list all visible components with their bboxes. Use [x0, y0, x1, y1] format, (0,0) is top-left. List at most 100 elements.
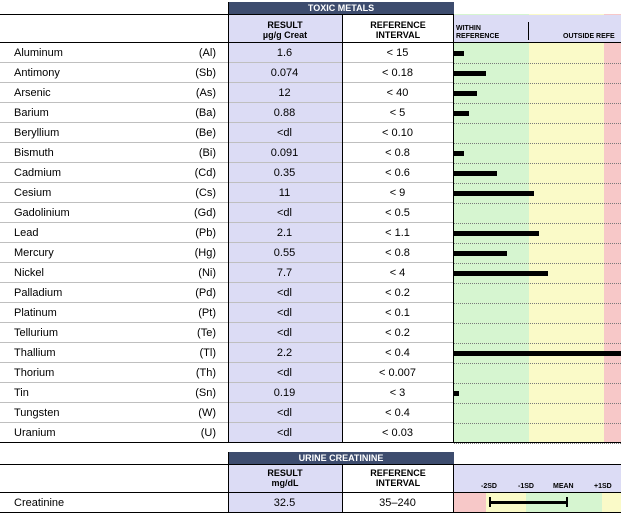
- table-row: Barium (Ba) 0.88 < 5: [0, 103, 621, 124]
- table-row: Platinum (Pt) <dl < 0.1: [0, 303, 621, 324]
- result-bar: [454, 231, 539, 236]
- result-value: 2.1: [276, 227, 293, 239]
- row-dotted-guide: [454, 203, 621, 204]
- within-label: WITHIN REFERENCE: [456, 25, 499, 41]
- sd-zone-red-low: [454, 493, 486, 512]
- reference-interval: < 0.5: [385, 207, 410, 219]
- scale-tick: [528, 22, 529, 40]
- row-divider: [0, 142, 454, 143]
- row-dotted-guide: [454, 323, 621, 324]
- element-symbol: (Sb): [195, 67, 216, 79]
- result-value: <dl: [277, 427, 292, 439]
- element-symbol: (Hg): [194, 247, 216, 259]
- result-bar: [454, 251, 507, 256]
- row-divider: [0, 122, 454, 123]
- reference-interval: < 0.6: [385, 167, 410, 179]
- row-divider: [0, 402, 454, 403]
- result-value: 32.5: [273, 497, 296, 509]
- result-header-unit: µg/g Creat: [262, 30, 308, 40]
- row-dotted-guide: [454, 403, 621, 404]
- result-bar: [454, 91, 477, 96]
- element-symbol: (Ni): [198, 267, 216, 279]
- element-symbol: (Pb): [195, 227, 216, 239]
- table-row: Antimony (Sb) 0.074 < 0.18: [0, 63, 621, 84]
- sd-label-minus2: -2SD: [481, 483, 497, 490]
- creat-header-bottom-line: [0, 492, 621, 493]
- table-row: Thallium (Tl) 2.2 < 0.4: [0, 343, 621, 364]
- row-dotted-guide: [454, 163, 621, 164]
- result-value: 0.35: [273, 167, 296, 179]
- result-value: 0.88: [273, 107, 296, 119]
- table-row: Tellurium (Te) <dl < 0.2: [0, 323, 621, 344]
- element-symbol: (W): [198, 407, 216, 419]
- reference-interval: < 5: [389, 107, 406, 119]
- row-dotted-guide: [454, 343, 621, 344]
- analyte-name: Palladium: [14, 287, 63, 299]
- element-symbol: (Th): [195, 367, 216, 379]
- caution-zone-bg: [529, 14, 604, 442]
- creat-result-header-label: RESULT: [267, 468, 303, 478]
- result-value: 1.6: [276, 47, 293, 59]
- toxic-result-column-bg: [228, 12, 342, 442]
- creat-result-header: RESULT mg/dL: [228, 468, 342, 488]
- row-divider: [0, 382, 454, 383]
- reference-interval: 35–240: [379, 497, 416, 509]
- row-divider: [0, 82, 454, 83]
- element-symbol: (U): [200, 427, 216, 439]
- creat-divider-1: [228, 452, 229, 512]
- table-row: Arsenic (As) 12 < 40: [0, 83, 621, 104]
- outside-label: OUTSIDE REFE: [563, 33, 615, 40]
- result-value: 12: [278, 87, 291, 99]
- row-divider: [0, 302, 454, 303]
- toxic-divider-3: [453, 14, 454, 442]
- row-divider: [0, 182, 454, 183]
- row-divider: [0, 322, 454, 323]
- table-row: Cadmium (Cd) 0.35 < 0.6: [0, 163, 621, 184]
- row-divider: [0, 222, 454, 223]
- result-value: 11: [278, 187, 291, 199]
- header-bottom-line: [0, 42, 621, 43]
- toxic-top-line: [0, 14, 454, 15]
- row-divider: [0, 62, 454, 63]
- element-symbol: (Pd): [195, 287, 216, 299]
- element-symbol: (Cs): [195, 187, 216, 199]
- table-row: Uranium (U) <dl < 0.03: [0, 423, 621, 444]
- result-bar: [454, 191, 534, 196]
- row-dotted-guide: [454, 103, 621, 104]
- analyte-name: Bismuth: [14, 147, 54, 159]
- element-symbol: (Tl): [199, 347, 217, 359]
- row-dotted-guide: [454, 123, 621, 124]
- table-row: Bismuth (Bi) 0.091 < 0.8: [0, 143, 621, 164]
- result-value: <dl: [277, 287, 292, 299]
- result-bar: [454, 171, 497, 176]
- table-row: Palladium (Pd) <dl < 0.2: [0, 283, 621, 304]
- reference-interval: < 15: [386, 47, 409, 59]
- element-symbol: (Bi): [198, 147, 216, 159]
- result-value: <dl: [277, 327, 292, 339]
- row-dotted-guide: [454, 63, 621, 64]
- creat-reference-header-label: REFERENCE: [370, 468, 426, 478]
- creat-reference-header: REFERENCE INTERVAL: [342, 468, 454, 488]
- reference-interval: < 0.8: [385, 247, 410, 259]
- result-bar: [454, 351, 621, 356]
- outside-zone-bg: [604, 14, 621, 442]
- reference-header-sub: INTERVAL: [375, 30, 421, 40]
- result-header: RESULT µg/g Creat: [228, 20, 342, 40]
- analyte-name: Arsenic: [14, 87, 51, 99]
- creat-top-line: [0, 464, 621, 465]
- result-value: 0.55: [273, 247, 296, 259]
- table-row: Thorium (Th) <dl < 0.007: [0, 363, 621, 384]
- reference-interval: < 40: [386, 87, 409, 99]
- table-row: Aluminum (Al) 1.6 < 15: [0, 43, 621, 64]
- result-value: <dl: [277, 207, 292, 219]
- result-bar: [454, 111, 469, 116]
- row-dotted-guide: [454, 183, 621, 184]
- row-dotted-guide: [454, 243, 621, 244]
- reference-interval: < 0.2: [385, 327, 410, 339]
- row-divider: [0, 102, 454, 103]
- result-value: <dl: [277, 307, 292, 319]
- toxic-divider-1: [228, 2, 229, 442]
- result-header-label: RESULT: [267, 20, 303, 30]
- reference-interval: < 1.1: [385, 227, 410, 239]
- row-dotted-guide: [454, 303, 621, 304]
